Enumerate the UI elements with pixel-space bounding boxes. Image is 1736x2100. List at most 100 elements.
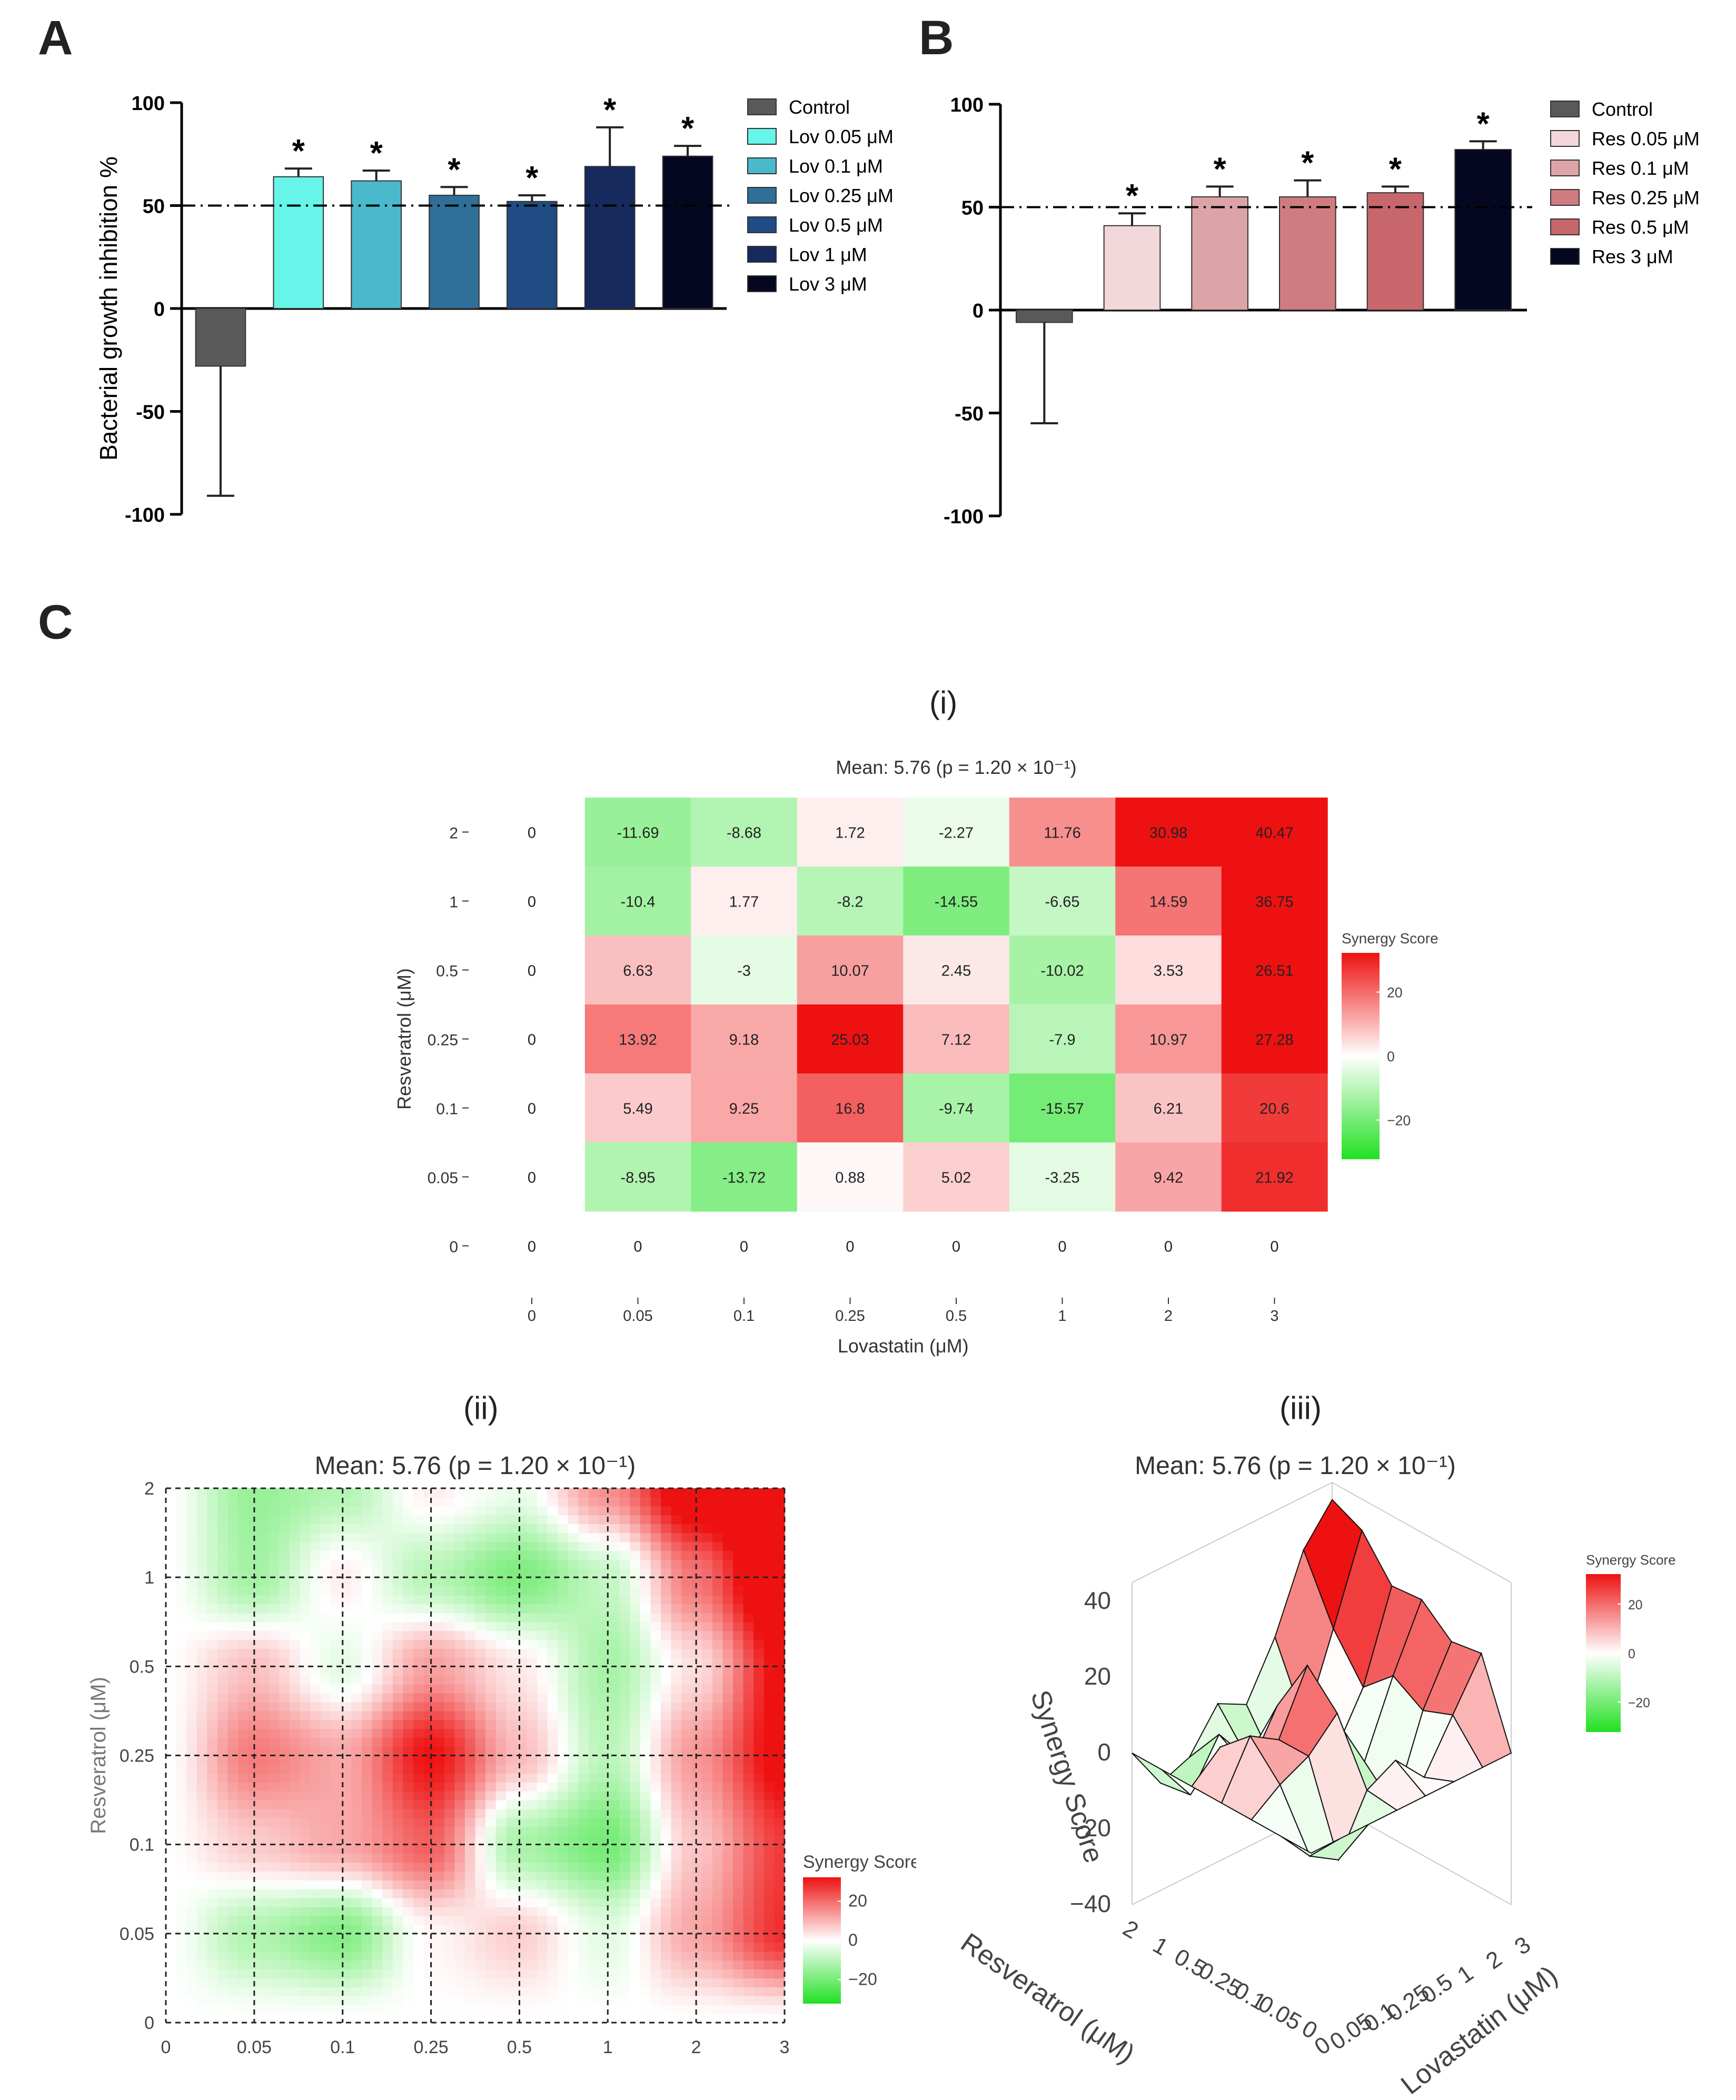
field-cell	[362, 1960, 373, 1970]
field-cell	[207, 1809, 218, 1818]
field-cell	[495, 1817, 507, 1827]
y-tick-label: -100	[944, 506, 984, 528]
field-cell	[217, 1702, 229, 1711]
field-cell	[547, 1826, 558, 1836]
field-cell	[166, 1728, 177, 1738]
field-cell	[712, 1515, 723, 1525]
field-cell	[671, 2014, 682, 2023]
field-cell	[269, 1809, 280, 1818]
legend-swatch	[747, 128, 777, 145]
field-cell	[279, 1719, 290, 1729]
field-cell	[310, 1791, 321, 1800]
field-cell	[341, 1488, 352, 1498]
field-cell	[743, 1942, 754, 1952]
field-cell	[630, 1675, 641, 1685]
field-cell	[712, 1541, 723, 1551]
field-cell	[434, 1996, 445, 2005]
field-cell	[320, 1907, 331, 1916]
field-cell	[279, 1648, 290, 1658]
field-cell	[640, 1960, 651, 1970]
field-cell	[702, 1916, 713, 1925]
field-cell	[495, 2005, 507, 2014]
field-cell	[733, 1613, 744, 1623]
field-cell	[248, 1871, 259, 1880]
field-cell	[661, 1969, 672, 1979]
field-cell	[362, 1506, 373, 1516]
field-cell	[527, 1693, 538, 1703]
field-cell	[733, 1550, 744, 1560]
field-cell	[186, 1809, 197, 1818]
field-cell	[434, 1702, 445, 1711]
field-cell	[351, 1550, 362, 1560]
field-cell	[176, 1924, 187, 1934]
field-cell	[630, 1595, 641, 1605]
y-tick-label: -50	[955, 403, 984, 425]
x-tick-label: 3	[1270, 1308, 1278, 1325]
field-cell	[558, 1782, 569, 1792]
field-cell	[423, 1577, 434, 1587]
field-cell	[207, 1657, 218, 1667]
field-cell	[392, 1550, 404, 1560]
field-cell	[475, 1978, 486, 1987]
field-cell	[279, 1880, 290, 1889]
field-cell	[712, 1684, 723, 1694]
field-cell	[691, 1835, 702, 1845]
field-cell	[527, 1853, 538, 1863]
field-cell	[464, 1693, 476, 1703]
field-cell	[413, 1907, 424, 1916]
field-cell	[485, 1488, 497, 1498]
field-cell	[691, 1933, 702, 1943]
field-cell	[609, 1907, 620, 1916]
field-cell	[382, 1942, 393, 1952]
field-cell	[300, 1898, 311, 1907]
field-cell	[475, 1604, 486, 1614]
field-cell	[619, 1764, 630, 1774]
field-cell	[403, 1951, 414, 1961]
field-cell	[341, 1559, 352, 1569]
field-cell	[733, 1826, 744, 1836]
field-cell	[217, 1728, 229, 1738]
field-cell	[712, 1746, 723, 1756]
field-cell	[341, 1880, 352, 1889]
field-cell	[763, 1924, 775, 1934]
field-cell	[444, 1621, 455, 1631]
field-cell	[588, 1630, 600, 1640]
field-cell	[753, 1613, 765, 1623]
field-cell	[650, 1889, 661, 1898]
field-cell	[650, 1586, 661, 1596]
field-cell	[290, 1737, 301, 1747]
field-cell	[444, 1791, 455, 1800]
field-cell	[774, 1764, 785, 1774]
field-cell	[753, 1684, 765, 1694]
field-cell	[362, 1675, 373, 1685]
field-cell	[186, 1541, 197, 1551]
field-cell	[661, 1889, 672, 1898]
y-tick-label: 0.25	[428, 1032, 458, 1049]
field-cell	[341, 1532, 352, 1542]
field-cell	[578, 1702, 589, 1711]
field-cell	[485, 1916, 497, 1925]
field-cell	[712, 2014, 723, 2023]
field-cell	[640, 1817, 651, 1827]
field-cell	[712, 1613, 723, 1623]
field-cell	[196, 1648, 207, 1658]
field-cell	[444, 1755, 455, 1765]
field-cell	[248, 1728, 259, 1738]
field-cell	[733, 1773, 744, 1783]
field-cell	[166, 1559, 177, 1569]
field-cell	[485, 1515, 497, 1525]
field-cell	[506, 1577, 517, 1587]
field-cell	[217, 1746, 229, 1756]
field-cell	[537, 1853, 548, 1863]
field-cell	[599, 1719, 610, 1729]
field-cell	[434, 1951, 445, 1961]
field-cell	[753, 1506, 765, 1516]
field-cell	[753, 1746, 765, 1756]
field-cell	[392, 1648, 404, 1658]
field-cell	[341, 1809, 352, 1818]
field-cell	[454, 1595, 465, 1605]
field-cell	[712, 1559, 723, 1569]
field-cell	[712, 1996, 723, 2005]
field-cell	[650, 1675, 661, 1685]
